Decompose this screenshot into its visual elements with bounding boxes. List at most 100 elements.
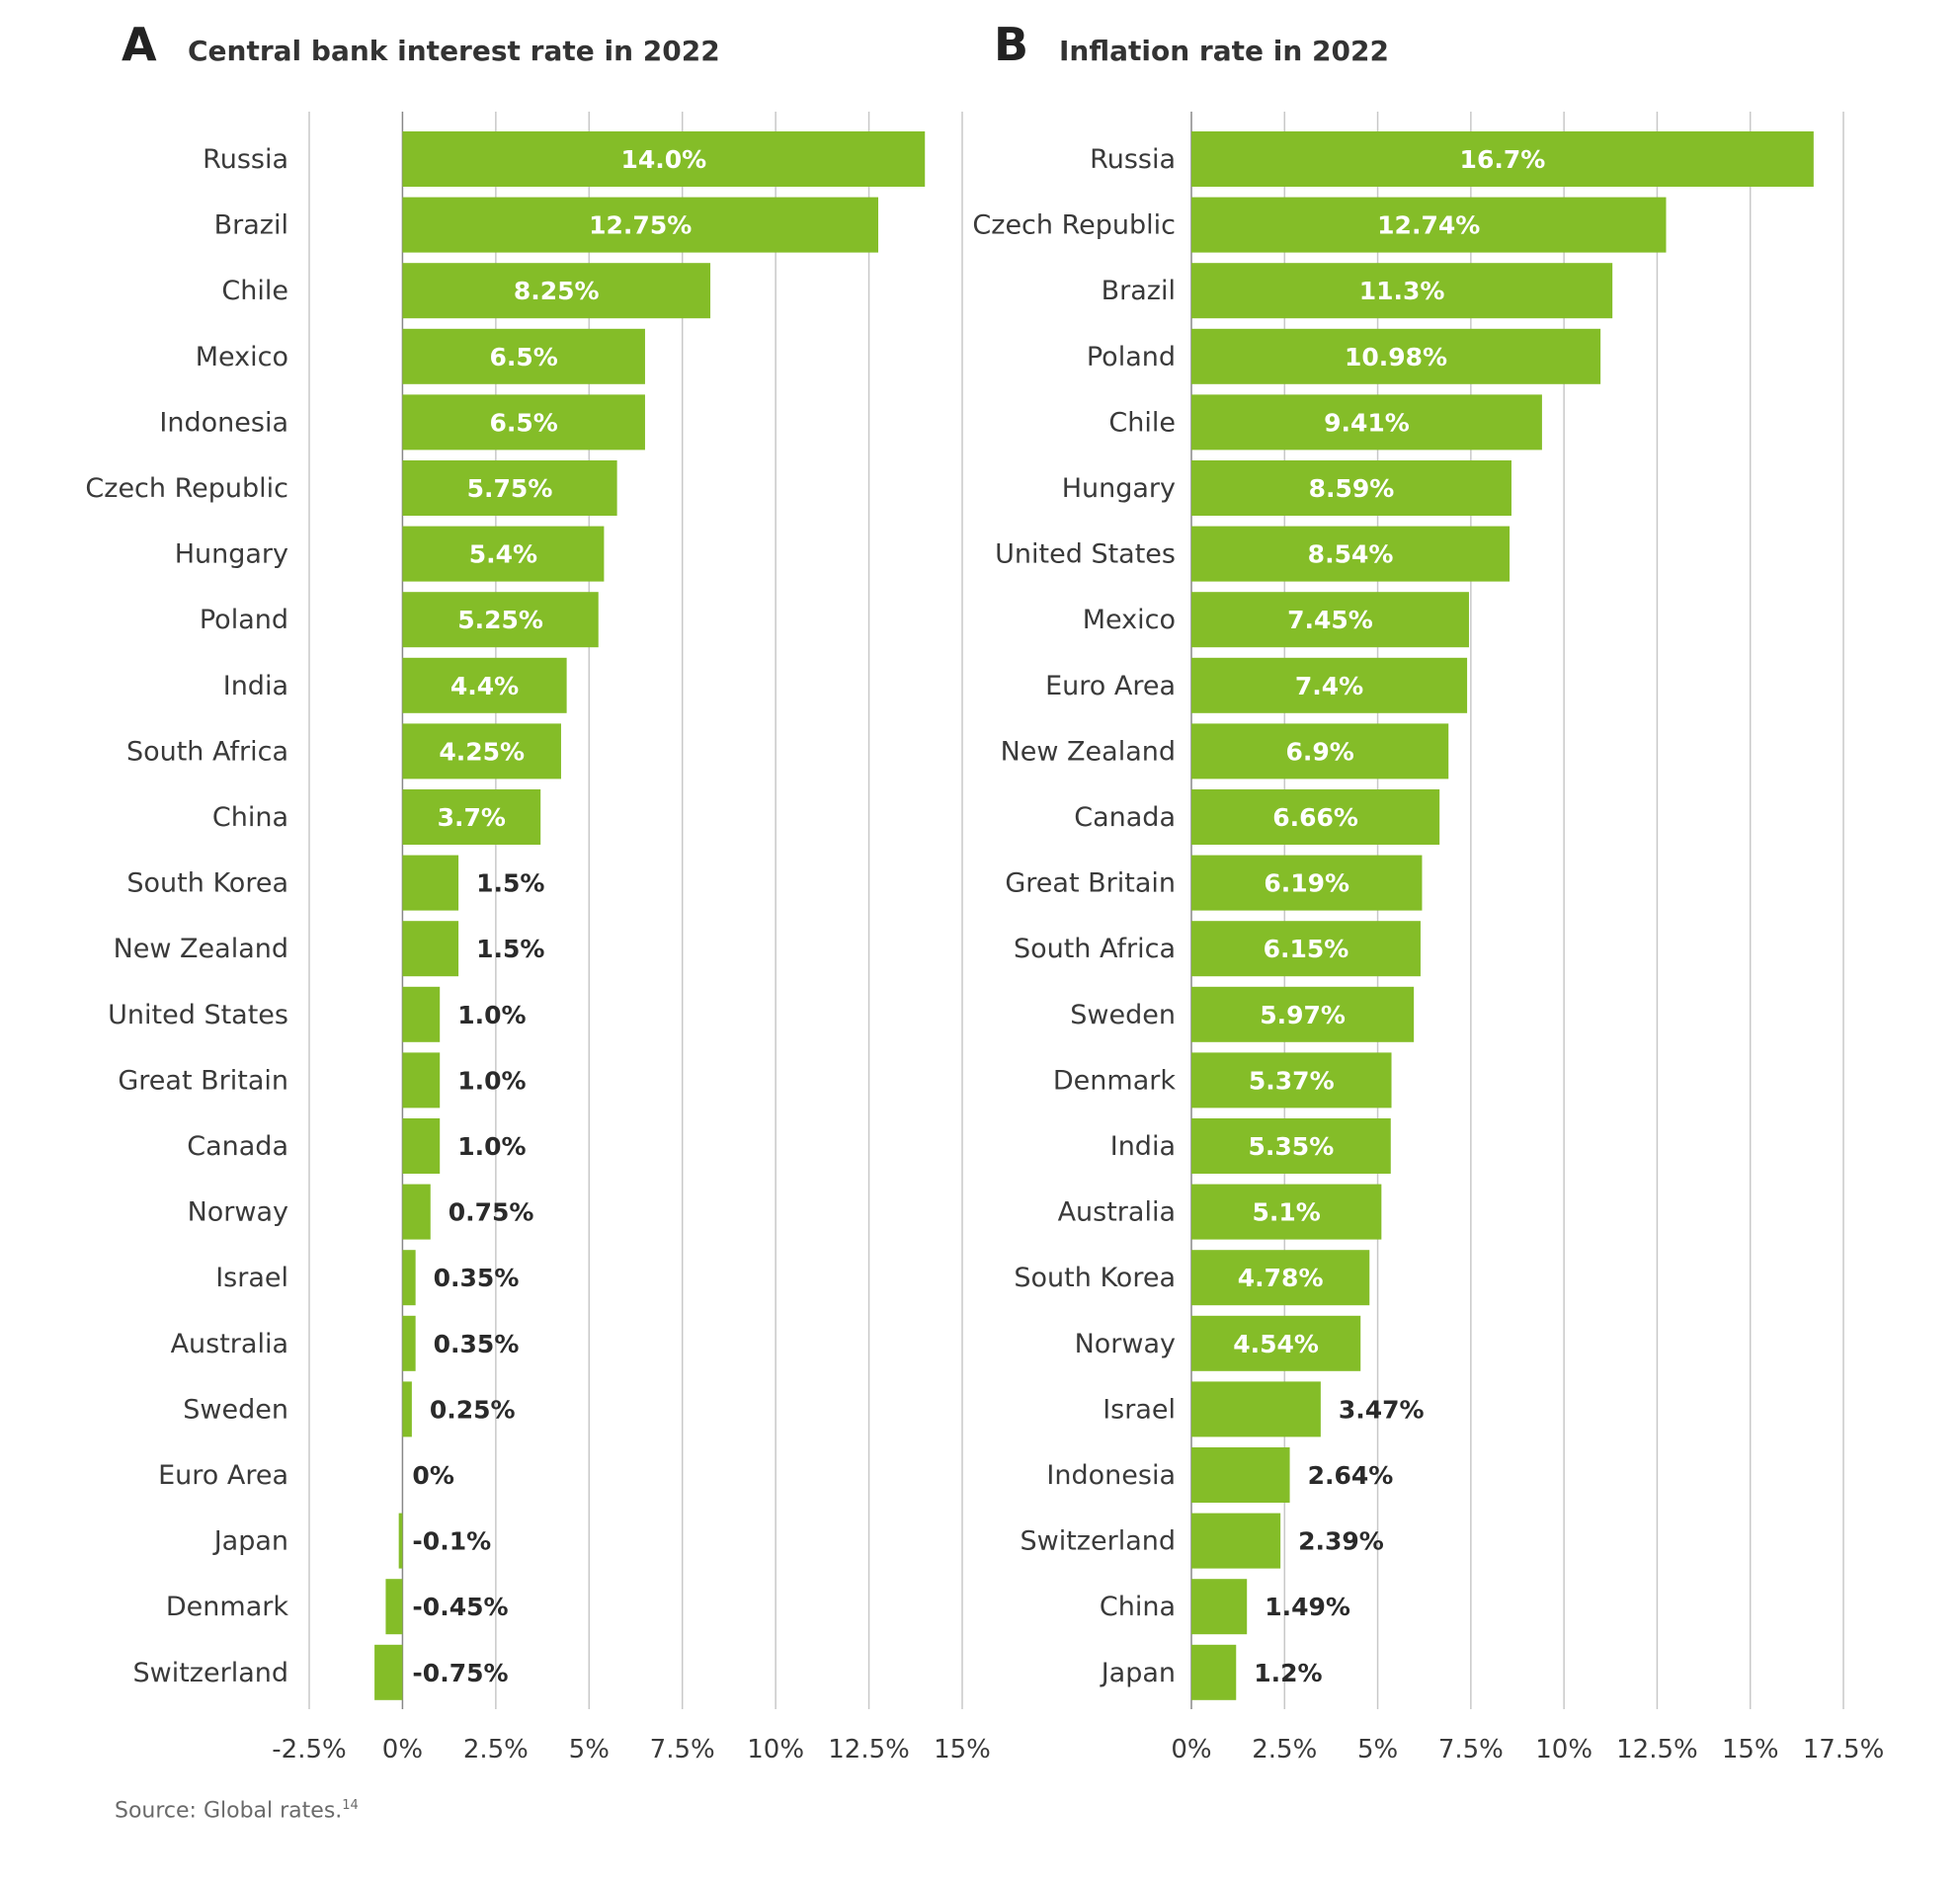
- category-label: Poland: [200, 605, 288, 635]
- chart-title: Central bank interest rate in 2022: [188, 35, 720, 67]
- category-label: Great Britain: [1005, 868, 1176, 899]
- data-label: 6.5%: [490, 408, 558, 437]
- category-label: Poland: [1087, 342, 1176, 372]
- category-label: Israel: [1102, 1394, 1176, 1425]
- data-label: 5.1%: [1252, 1198, 1320, 1227]
- data-label: 5.4%: [469, 540, 537, 569]
- bar: [1191, 526, 1511, 582]
- data-label: 6.9%: [1285, 737, 1353, 766]
- x-tick-label: 15%: [1722, 1735, 1779, 1764]
- data-label: -0.75%: [412, 1659, 508, 1687]
- bar: [1191, 131, 1814, 187]
- data-label: 1.0%: [457, 1066, 526, 1095]
- panel-letter: B: [994, 18, 1028, 71]
- bar: [402, 1118, 441, 1174]
- data-label: 1.5%: [476, 935, 544, 963]
- category-label: New Zealand: [1001, 736, 1176, 767]
- category-label: Hungary: [175, 539, 288, 570]
- category-label: Canada: [187, 1131, 288, 1162]
- data-label: 4.25%: [439, 737, 525, 766]
- category-label: New Zealand: [114, 934, 288, 964]
- category-label: Hungary: [1062, 473, 1176, 504]
- x-tick-label: 5%: [569, 1735, 610, 1764]
- category-label: Brazil: [1102, 276, 1176, 306]
- category-label: Euro Area: [158, 1460, 288, 1491]
- x-tick-label: 2.5%: [463, 1735, 529, 1764]
- x-tick-label: 7.5%: [650, 1735, 715, 1764]
- category-label: Russia: [1090, 144, 1176, 175]
- data-label: -0.45%: [412, 1593, 508, 1621]
- category-label: China: [212, 802, 288, 833]
- data-label: 1.49%: [1265, 1593, 1350, 1621]
- bar: [402, 986, 441, 1042]
- bar: [1191, 1052, 1392, 1108]
- x-tick-label: 2.5%: [1252, 1735, 1317, 1764]
- bar: [1191, 263, 1613, 319]
- category-label: Australia: [1058, 1197, 1176, 1228]
- bar: [385, 1579, 403, 1635]
- category-label: Norway: [1075, 1329, 1176, 1359]
- data-label: 8.59%: [1309, 474, 1395, 503]
- data-label: 14.0%: [620, 145, 706, 174]
- x-tick-label: 0%: [1171, 1735, 1211, 1764]
- bar: [1191, 1184, 1382, 1240]
- source-text: Source: Global rates.: [115, 1798, 343, 1824]
- category-label: United States: [108, 1000, 288, 1030]
- data-label: 16.7%: [1460, 145, 1546, 174]
- category-label: Indonesia: [1046, 1460, 1176, 1491]
- bar: [1191, 1644, 1237, 1700]
- data-label: 6.19%: [1264, 869, 1349, 898]
- bar: [1191, 855, 1423, 911]
- data-label: 7.4%: [1295, 672, 1363, 700]
- category-label: India: [223, 671, 288, 701]
- bar: [1191, 394, 1542, 451]
- bar: [402, 1052, 441, 1108]
- data-label: 5.37%: [1249, 1066, 1335, 1095]
- bar: [402, 197, 879, 253]
- data-label: 5.75%: [467, 474, 553, 503]
- panel-b-chart: B Inflation rate in 2022 0% 2.5% 5% 7.5% 10% 12…: [972, 18, 1884, 1764]
- category-label: Mexico: [196, 342, 288, 372]
- bar: [402, 526, 605, 582]
- category-label: Canada: [1074, 802, 1176, 833]
- bar: [1191, 460, 1511, 516]
- data-label: 0.35%: [434, 1330, 520, 1358]
- data-label: 3.47%: [1339, 1395, 1425, 1424]
- bar: [1191, 328, 1601, 384]
- x-tick-label: 7.5%: [1438, 1735, 1504, 1764]
- category-label: United States: [995, 539, 1176, 570]
- bar: [1191, 197, 1667, 253]
- bar: [402, 723, 561, 779]
- panel-a-chart: A Central bank interest rate in 2022 -2.5%…: [85, 18, 990, 1764]
- bar: [398, 1513, 403, 1569]
- category-label: Indonesia: [159, 407, 288, 438]
- category-label: Norway: [188, 1197, 288, 1228]
- bar: [1191, 1315, 1361, 1371]
- data-label: 7.45%: [1287, 606, 1373, 634]
- x-tick-label: 17.5%: [1803, 1735, 1885, 1764]
- data-label: 8.25%: [514, 277, 600, 305]
- bar: [1191, 1381, 1321, 1437]
- bar: [402, 460, 617, 516]
- x-tick-label: 10%: [747, 1735, 804, 1764]
- source-footnote: 14: [342, 1798, 359, 1813]
- data-label: 5.35%: [1249, 1132, 1335, 1161]
- category-label: Denmark: [1053, 1065, 1176, 1096]
- bar: [1191, 592, 1469, 648]
- bar: [402, 592, 599, 648]
- category-label: Czech Republic: [972, 210, 1176, 241]
- bar: [1191, 1579, 1248, 1635]
- x-tick-label: 0%: [382, 1735, 423, 1764]
- category-label: South Korea: [1014, 1263, 1176, 1293]
- data-label: 0.35%: [434, 1264, 520, 1292]
- data-label: 12.74%: [1377, 211, 1480, 240]
- x-tick-label: 5%: [1357, 1735, 1398, 1764]
- bar: [402, 1381, 412, 1437]
- category-label: Czech Republic: [85, 473, 288, 504]
- data-label: 5.25%: [457, 606, 543, 634]
- x-tick-label: 15%: [934, 1735, 991, 1764]
- bar: [402, 263, 711, 319]
- category-label: India: [1110, 1131, 1176, 1162]
- data-label: 0.25%: [430, 1395, 516, 1424]
